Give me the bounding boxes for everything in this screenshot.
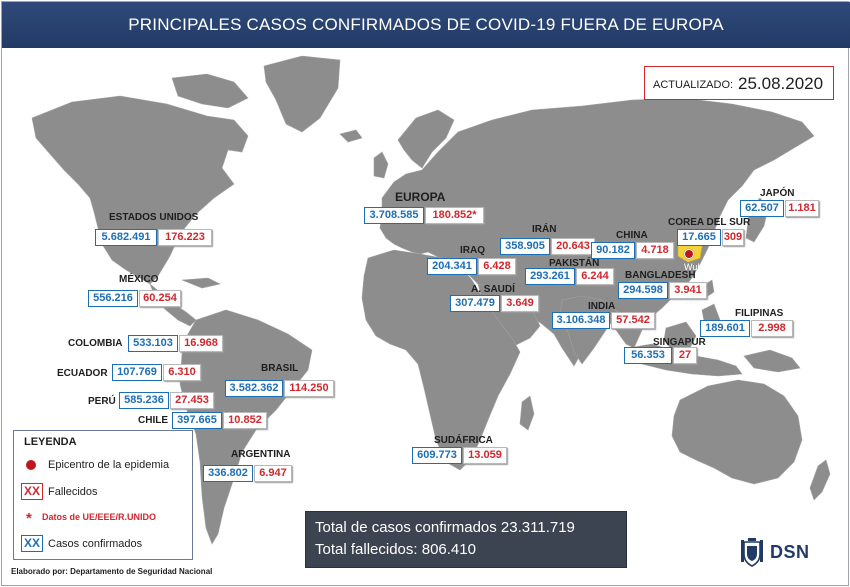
cases-filipinas: 189.601 xyxy=(700,320,750,337)
scandinavia-shape xyxy=(397,109,455,169)
cases-iraq: 204.341 xyxy=(427,258,477,275)
country-label-pakistan: PAKISTÁN xyxy=(549,258,600,269)
cases-colombia: 533.103 xyxy=(128,335,178,352)
country-label-india: INDIA xyxy=(588,301,616,312)
country-label-chile: CHILE xyxy=(138,415,168,426)
deaths-argentina: 6.947 xyxy=(254,465,292,482)
updated-date: 25.08.2020 xyxy=(738,74,824,93)
cases-india: 3.106.348 xyxy=(552,312,610,329)
taiwan-shape xyxy=(705,279,715,297)
uk-shape xyxy=(373,151,389,179)
cases-peru: 585.236 xyxy=(119,392,169,409)
deaths-pakistan: 6.244 xyxy=(576,268,614,285)
country-label-sudafrica: SUDÁFRICA xyxy=(434,435,493,446)
cases-japon: 62.507 xyxy=(740,200,784,217)
deaths-arabia-saudi: 3.649 xyxy=(501,295,539,312)
deaths-singapur: 27 xyxy=(673,347,697,364)
deaths-ecuador: 6.310 xyxy=(163,364,201,381)
cases-bangladesh: 294.598 xyxy=(618,282,668,299)
deaths-iran: 20.643 xyxy=(551,238,595,255)
greenland-shape xyxy=(263,55,341,133)
deaths-japon: 1.181 xyxy=(785,200,819,217)
cases-argentina: 336.802 xyxy=(203,465,253,482)
cases-mexico: 556.216 xyxy=(88,290,138,307)
deaths-europa: 180.852* xyxy=(425,207,484,224)
deaths-filipinas: 2.998 xyxy=(751,320,793,337)
cases-europa: 3.708.585 xyxy=(364,207,424,224)
country-label-iraq: IRAQ xyxy=(460,245,485,256)
cases-corea-del-sur: 17.665 xyxy=(677,229,721,246)
cases-iran: 358.905 xyxy=(500,238,550,255)
new-guinea-shape xyxy=(743,349,801,373)
deaths-india: 57.542 xyxy=(611,312,655,329)
cases-pakistan: 293.261 xyxy=(525,268,575,285)
legend-cases-icon: XX xyxy=(21,535,43,552)
cases-brasil: 3.582.362 xyxy=(225,380,283,397)
country-label-argentina: ARGENTINA xyxy=(231,449,291,460)
new-zealand-shape xyxy=(809,459,831,501)
country-label-arabia-saudi: A. SAUDÍ xyxy=(471,284,515,295)
legend-title: LEYENDA xyxy=(24,436,77,448)
header-bar: PRINCIPALES CASOS CONFIRMADOS DE COVID-1… xyxy=(2,2,850,48)
legend-deaths-label: Fallecidos xyxy=(48,486,98,498)
legend-epicenter-icon xyxy=(26,460,36,470)
deaths-sudafrica: 13.059 xyxy=(463,447,507,464)
country-label-mexico: MÉXICO xyxy=(119,274,159,285)
country-label-singapur: SINGAPUR xyxy=(653,337,706,348)
epicenter-label: Wuhan xyxy=(684,262,713,272)
deaths-colombia: 16.968 xyxy=(179,335,223,352)
totals-panel: Total de casos confirmados 23.311.719 To… xyxy=(305,511,627,568)
deaths-peru: 27.453 xyxy=(170,392,214,409)
deaths-chile: 10.852 xyxy=(223,412,267,429)
updated-box: ACTUALIZADO: 25.08.2020 xyxy=(644,66,834,100)
country-label-china: CHINA xyxy=(616,230,648,241)
page-title: PRINCIPALES CASOS CONFIRMADOS DE COVID-1… xyxy=(128,15,724,34)
cases-estados-unidos: 5.682.491 xyxy=(95,229,157,246)
country-label-filipinas: FILIPINAS xyxy=(735,308,784,319)
deaths-mexico: 60.254 xyxy=(139,290,181,307)
cases-chile: 397.665 xyxy=(172,412,222,429)
total-deaths: Total fallecidos: 806.410 xyxy=(315,541,476,558)
epicenter-marker xyxy=(684,249,694,259)
country-label-iran: IRÁN xyxy=(532,224,557,235)
country-label-europa: EUROPA xyxy=(395,190,446,204)
deaths-estados-unidos: 176.223 xyxy=(158,229,212,246)
dsn-logo-text: DSN xyxy=(770,542,810,562)
deaths-bangladesh: 3.941 xyxy=(669,282,707,299)
caribbean-shape xyxy=(181,277,221,289)
country-label-bangladesh: BANGLADESH xyxy=(625,270,696,281)
country-label-corea-del-sur: COREA DEL SUR xyxy=(668,217,751,228)
arctic-islands-shape xyxy=(171,73,249,109)
total-cases: Total de casos confirmados 23.311.719 xyxy=(315,519,575,536)
country-label-colombia: COLOMBIA xyxy=(68,338,123,349)
legend: LEYENDA Epicentro de la epidemia XX Fall… xyxy=(13,430,193,560)
australia-shape xyxy=(671,379,803,485)
country-label-japon: JAPÓN xyxy=(760,188,795,199)
footer-credit: Elaborado por: Departamento de Seguridad… xyxy=(11,567,213,576)
deaths-corea-del-sur: 309 xyxy=(722,229,744,246)
cases-arabia-saudi: 307.479 xyxy=(450,295,500,312)
legend-ue-label: Datos de UE/EEE/R.UNIDO xyxy=(42,512,157,522)
iceland-shape xyxy=(339,129,363,143)
legend-epicenter-label: Epicentro de la epidemia xyxy=(48,459,170,471)
cases-china: 90.182 xyxy=(591,242,635,259)
dsn-crest-icon xyxy=(741,538,763,567)
updated-label: ACTUALIZADO: xyxy=(653,79,734,91)
country-label-ecuador: ECUADOR xyxy=(57,368,108,379)
legend-cases-label: Casos confirmados xyxy=(48,538,143,550)
legend-deaths-icon: XX xyxy=(21,483,43,500)
north-america-shape xyxy=(31,95,249,285)
country-label-brasil: BRASIL xyxy=(261,363,299,374)
legend-ue-icon: * xyxy=(26,510,32,527)
cases-sudafrica: 609.773 xyxy=(412,447,462,464)
cases-singapur: 56.353 xyxy=(624,347,672,364)
country-label-peru: PERÚ xyxy=(88,396,116,407)
deaths-iraq: 6.428 xyxy=(478,258,516,275)
deaths-china: 4.718 xyxy=(636,242,674,259)
cases-ecuador: 107.769 xyxy=(112,364,162,381)
deaths-brasil: 114.250 xyxy=(284,380,334,397)
country-label-estados-unidos: ESTADOS UNIDOS xyxy=(109,212,199,223)
madagascar-shape xyxy=(519,395,535,431)
